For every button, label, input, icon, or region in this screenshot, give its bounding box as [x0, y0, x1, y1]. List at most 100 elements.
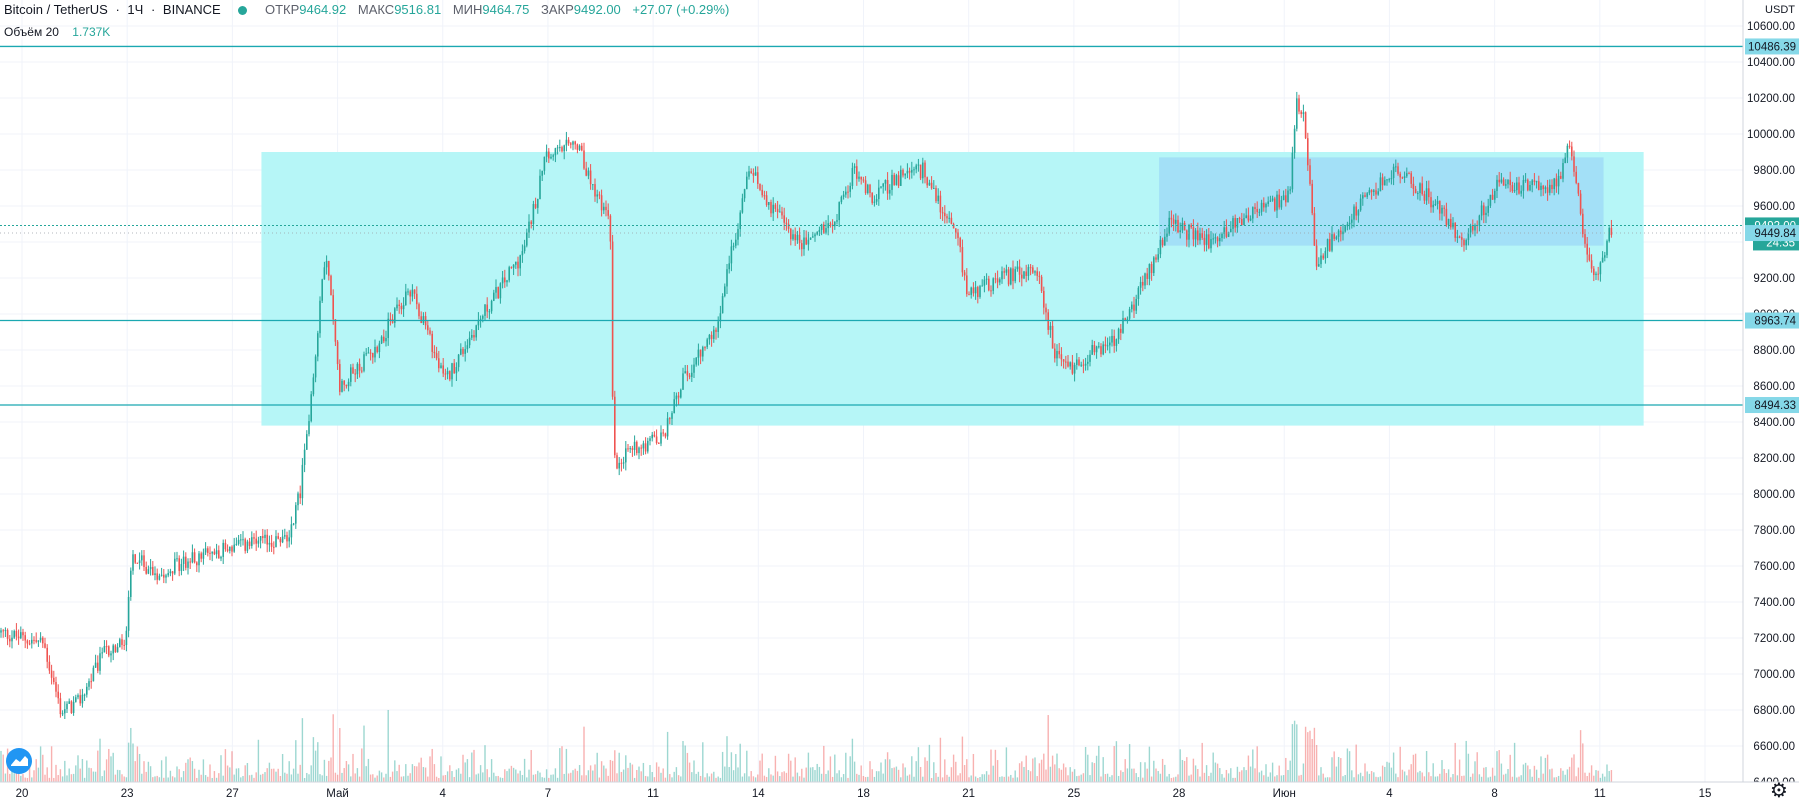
level-price-tag[interactable]: [1745, 38, 1799, 55]
interval-label[interactable]: 1Ч: [127, 2, 144, 17]
candle: [475, 325, 477, 338]
level-price-tag[interactable]: [1745, 312, 1799, 329]
candle: [438, 358, 440, 369]
volume-bar: [1117, 775, 1120, 782]
candle: [1106, 345, 1109, 347]
candle: [1549, 184, 1551, 193]
volume-bar: [479, 765, 482, 782]
candle: [1401, 177, 1404, 179]
candle: [1333, 234, 1335, 239]
volume-bar: [532, 774, 535, 782]
candle: [858, 176, 860, 179]
candle: [134, 554, 136, 563]
candle: [1318, 264, 1320, 267]
volume-bar: [112, 752, 114, 782]
volume-bar: [1065, 767, 1067, 782]
volume-bar: [713, 771, 715, 782]
volume-bar: [1582, 743, 1584, 782]
candle: [776, 208, 779, 213]
volume-bar: [589, 765, 592, 782]
volume-bar: [1016, 777, 1019, 782]
candle: [1331, 234, 1333, 251]
candle: [339, 364, 341, 392]
candle: [1111, 335, 1113, 343]
volume-bar: [649, 765, 651, 782]
candle: [673, 399, 675, 414]
candle: [1458, 236, 1461, 238]
candle: [772, 204, 774, 214]
candle: [495, 287, 497, 293]
volume-bar: [391, 771, 394, 782]
volume-legend[interactable]: Объём 20 1.737K: [4, 25, 114, 39]
volume-bar: [1476, 752, 1478, 782]
volume-bar: [754, 777, 757, 782]
volume-bar: [224, 749, 227, 782]
symbol-legend[interactable]: Bitcoin / TetherUS · 1Ч · BINANCE ОТКР94…: [4, 2, 730, 17]
candle: [1175, 219, 1177, 224]
candle: [1049, 325, 1052, 330]
volume-bar: [1417, 772, 1419, 782]
volume-bar: [352, 753, 354, 782]
symbol-name[interactable]: Bitcoin / TetherUS: [4, 2, 108, 17]
candle: [1102, 344, 1104, 355]
candle: [369, 352, 372, 354]
marker-price-tag[interactable]: [1745, 225, 1799, 242]
volume-bar: [1155, 768, 1157, 782]
volume-bar: [1089, 775, 1091, 782]
candle: [330, 275, 332, 296]
volume-bar: [1018, 763, 1021, 782]
currency-label[interactable]: USDT: [1765, 4, 1795, 16]
volume-bar: [1148, 746, 1151, 782]
candle: [523, 245, 526, 252]
volume-bar: [246, 762, 249, 782]
time-axis[interactable]: 20 23 27 Май 4 7 11 14 18 21 25 28 Июн 4 8 11 15: [16, 788, 1712, 800]
volume-bar: [1106, 773, 1109, 782]
candle: [457, 354, 460, 368]
tradingview-logo-icon[interactable]: [6, 748, 32, 774]
candle: [449, 371, 451, 380]
volume-bars: [0, 709, 1613, 782]
volume-bar: [1320, 767, 1322, 782]
candle: [1177, 219, 1179, 233]
volume-bar: [871, 769, 873, 782]
volume-bar: [812, 767, 814, 782]
candle: [1509, 179, 1511, 186]
candle: [70, 701, 73, 713]
volume-bar: [1170, 777, 1173, 782]
candle: [343, 380, 345, 385]
volume-bar: [35, 759, 37, 782]
volume-bar: [1425, 750, 1428, 782]
level-price-tag[interactable]: [1745, 397, 1799, 414]
volume-bar: [471, 752, 473, 782]
volume-bar: [1333, 751, 1335, 782]
candle: [378, 343, 381, 353]
candle: [851, 168, 854, 186]
volume-bar: [409, 773, 411, 782]
volume-bar: [193, 768, 196, 782]
candle: [893, 174, 895, 185]
candle: [1265, 203, 1267, 208]
volume-bar: [42, 754, 44, 782]
volume-bar: [935, 773, 937, 782]
candle: [1516, 182, 1518, 191]
candle: [820, 224, 823, 230]
market-status-icon[interactable]: [238, 6, 248, 16]
volume-bar: [902, 763, 904, 782]
candle: [127, 596, 130, 631]
candle: [530, 221, 532, 224]
volume-bar: [680, 776, 682, 782]
volume-bar: [695, 773, 697, 782]
volume-bar: [255, 772, 257, 782]
volume-bar: [930, 777, 933, 782]
volume-bar: [125, 777, 128, 782]
volume-bar: [550, 774, 552, 782]
candle: [429, 330, 431, 334]
volume-bar: [1216, 763, 1219, 782]
time-tick-label: 23: [121, 788, 134, 800]
candle: [1555, 178, 1558, 187]
gear-icon[interactable]: ⚙: [1770, 778, 1788, 802]
candle: [928, 182, 931, 186]
time-tick-label: 18: [857, 788, 870, 800]
